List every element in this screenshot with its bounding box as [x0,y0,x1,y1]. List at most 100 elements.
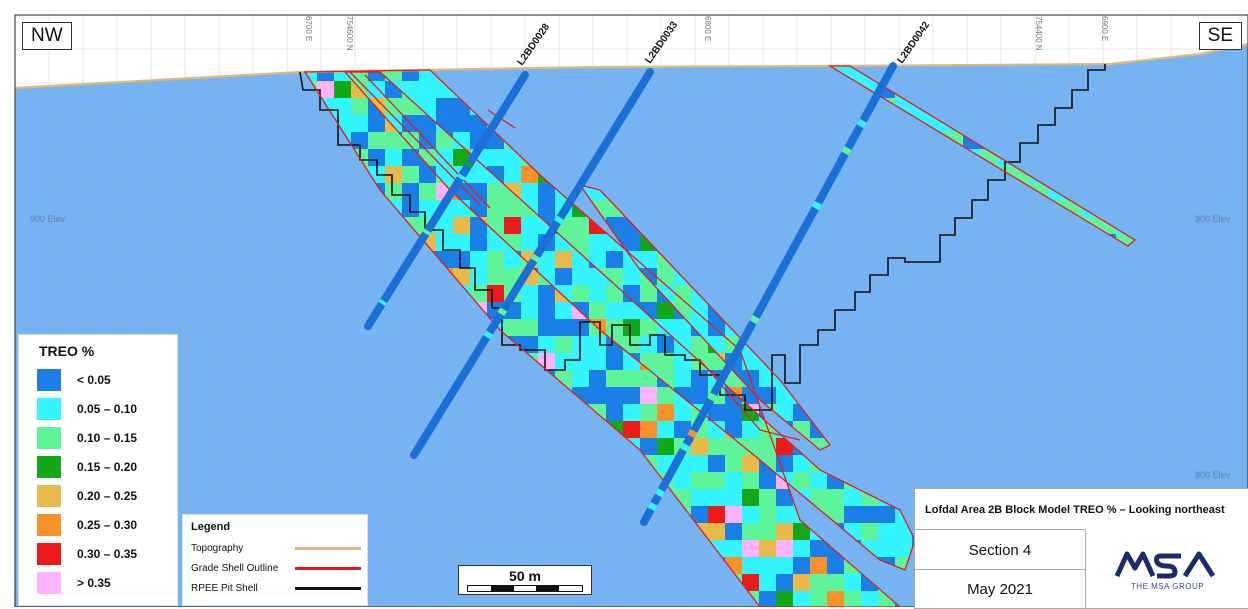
ore-block [368,149,385,166]
ore-block [606,370,623,387]
ore-block [691,489,708,506]
ore-block [606,404,623,421]
ore-block [368,132,385,149]
ore-block [487,234,504,251]
ore-block [878,540,895,557]
ore-block [691,506,708,523]
ore-block [385,132,402,149]
ore-block [538,285,555,302]
ore-block [708,404,725,421]
ore-block [725,540,742,557]
ore-block [793,455,810,472]
ore-block [742,506,759,523]
ore-block [453,251,470,268]
ore-block [521,319,538,336]
ore-block [521,285,538,302]
ore-block [606,302,623,319]
ore-block [742,489,759,506]
ore-block [759,574,776,591]
ore-block [776,455,793,472]
ore-block [487,268,504,285]
ore-block [674,353,691,370]
ore-block [623,404,640,421]
ore-block [895,523,912,540]
ore-block [402,81,419,98]
ore-block [453,149,470,166]
ore-block [470,234,487,251]
ore-block [742,540,759,557]
ore-block [402,166,419,183]
ore-block [742,455,759,472]
ore-block [589,251,606,268]
ore-block [334,70,351,81]
ore-block [759,523,776,540]
ore-block [470,166,487,183]
ore-block [895,540,912,557]
ore-block [657,353,674,370]
ore-block [538,183,555,200]
ore-block [521,234,538,251]
ore-block [572,370,589,387]
ore-block [725,472,742,489]
ore-block [708,506,725,523]
ore-block [436,132,453,149]
ore-block [725,506,742,523]
ore-block [436,149,453,166]
ore-block [759,489,776,506]
ore-block [861,523,878,540]
ore-block [470,183,487,200]
ore-block [623,319,640,336]
ore-block [844,574,861,591]
ore-block [742,421,759,438]
ore-block [674,421,691,438]
ore-block [385,166,402,183]
ore-block [861,591,878,607]
ore-block [657,387,674,404]
ore-block [844,506,861,523]
ore-block [878,523,895,540]
ore-block [368,72,385,81]
ore-block [521,336,538,353]
ore-block [691,336,708,353]
ore-block [640,404,657,421]
ore-block [742,557,759,574]
ore-block [810,557,827,574]
ore-block [759,472,776,489]
ore-block [793,557,810,574]
ore-block [521,166,538,183]
ore-block [640,251,657,268]
ore-block [572,268,589,285]
ore-block [827,591,844,607]
ore-block [844,489,861,506]
ore-block [657,268,674,285]
ore-block [793,472,810,489]
ore-block [623,370,640,387]
ore-block [589,302,606,319]
ore-block [640,421,657,438]
ore-block [589,387,606,404]
ore-block [725,404,742,421]
ore-block [419,81,436,98]
ore-block [487,285,504,302]
ore-block [538,319,555,336]
ore-block [555,319,572,336]
ore-block [589,285,606,302]
ore-block [725,489,742,506]
ore-block [776,540,793,557]
ore-block [538,251,555,268]
ore-block [708,438,725,455]
ore-block [844,591,861,607]
ore-block [351,98,368,115]
ore-block [589,336,606,353]
ore-block [776,523,793,540]
ore-block [691,455,708,472]
ore-block [419,70,436,81]
ore-block [334,98,351,115]
ore-block [419,183,436,200]
ore-block [691,472,708,489]
ore-block [317,81,334,98]
ore-block [742,574,759,591]
ore-block [623,234,640,251]
ore-block [657,302,674,319]
